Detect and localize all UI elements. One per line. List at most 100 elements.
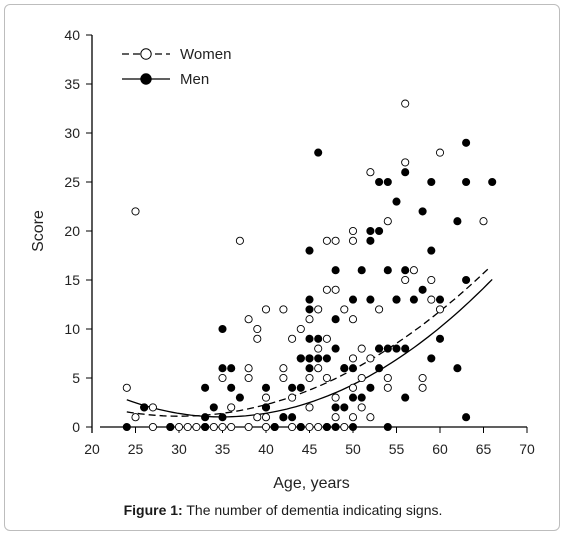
point-women [340, 305, 349, 314]
point-men [209, 403, 218, 412]
point-women [122, 383, 131, 392]
point-men [401, 344, 410, 353]
point-women [322, 236, 331, 245]
point-women [348, 236, 358, 245]
point-women [314, 422, 323, 432]
point-women [366, 168, 375, 177]
caption-label: Figure 1: [123, 502, 183, 518]
trend-line-men [126, 278, 493, 418]
legend: Women Men [122, 46, 231, 88]
point-women [409, 266, 418, 275]
point-women [435, 148, 445, 157]
point-women [401, 275, 410, 285]
point-women [340, 422, 349, 432]
point-women [192, 422, 201, 432]
point-women [348, 354, 358, 363]
point-men [201, 383, 210, 392]
point-women [383, 217, 392, 226]
point-men [218, 364, 227, 373]
point-men [462, 275, 471, 285]
point-women [314, 364, 323, 373]
legend-marker-women [140, 48, 152, 60]
point-women [322, 373, 331, 383]
point-men [383, 177, 392, 187]
point-men [348, 422, 358, 432]
point-women [331, 413, 340, 422]
y-tick-label: 0 [72, 419, 80, 435]
point-women [244, 422, 253, 432]
point-men [201, 413, 210, 422]
point-women [322, 285, 331, 294]
point-men [227, 364, 236, 373]
point-women [131, 413, 140, 422]
point-men [261, 403, 271, 412]
legend-label-men: Men [180, 71, 209, 88]
point-men [401, 266, 410, 275]
point-women [314, 305, 323, 314]
point-women [279, 364, 288, 373]
y-tick-label: 30 [64, 125, 80, 141]
point-men [296, 422, 305, 432]
point-men [305, 295, 314, 304]
point-men [279, 413, 288, 422]
point-men [331, 403, 340, 412]
x-tick-label: 20 [84, 441, 100, 457]
point-men [340, 364, 349, 373]
x-tick-label: 45 [302, 441, 318, 457]
x-tick-label: 50 [345, 441, 361, 457]
point-women [148, 403, 157, 412]
point-men [409, 295, 418, 304]
point-women [148, 422, 157, 432]
legend-marker-men [140, 73, 152, 85]
x-tick-label: 30 [171, 441, 187, 457]
point-men [270, 422, 279, 432]
y-tick-label: 5 [72, 370, 80, 386]
y-tick-label: 10 [64, 321, 80, 337]
point-men [453, 217, 462, 226]
point-men [201, 422, 210, 432]
point-women [366, 413, 375, 422]
point-women [305, 422, 314, 432]
point-men [383, 344, 392, 353]
x-axis-title: Age, years [273, 475, 349, 492]
point-men [348, 364, 358, 373]
point-men [462, 413, 471, 422]
point-women [375, 305, 384, 314]
point-men [305, 364, 314, 373]
point-men [348, 393, 358, 402]
point-men [427, 177, 436, 187]
point-women [348, 383, 358, 392]
point-men [366, 295, 375, 304]
point-women [331, 236, 340, 245]
y-tick-label: 20 [64, 223, 80, 239]
point-women [357, 373, 366, 383]
x-tick-label: 65 [476, 441, 492, 457]
point-men [383, 422, 392, 432]
point-men [322, 422, 331, 432]
point-women [305, 373, 314, 383]
point-men [383, 266, 392, 275]
point-men [122, 422, 131, 432]
point-men [392, 344, 401, 353]
point-women [418, 373, 427, 383]
point-men [366, 226, 375, 236]
point-men [435, 334, 445, 343]
point-women [218, 373, 227, 383]
point-men [488, 177, 497, 187]
y-axis-title: Score [30, 210, 47, 252]
point-women [418, 383, 427, 392]
point-men [366, 383, 375, 392]
point-women [288, 393, 297, 402]
point-men [331, 315, 340, 324]
y-tick-label: 40 [64, 27, 80, 43]
trend-lines [126, 268, 493, 418]
point-women [174, 422, 184, 432]
x-tick-label: 60 [432, 441, 448, 457]
point-men [357, 266, 366, 275]
point-men [340, 403, 349, 412]
point-men [218, 413, 227, 422]
point-men [288, 383, 297, 392]
point-men [305, 334, 314, 343]
point-women [357, 403, 366, 412]
point-women [401, 158, 410, 167]
